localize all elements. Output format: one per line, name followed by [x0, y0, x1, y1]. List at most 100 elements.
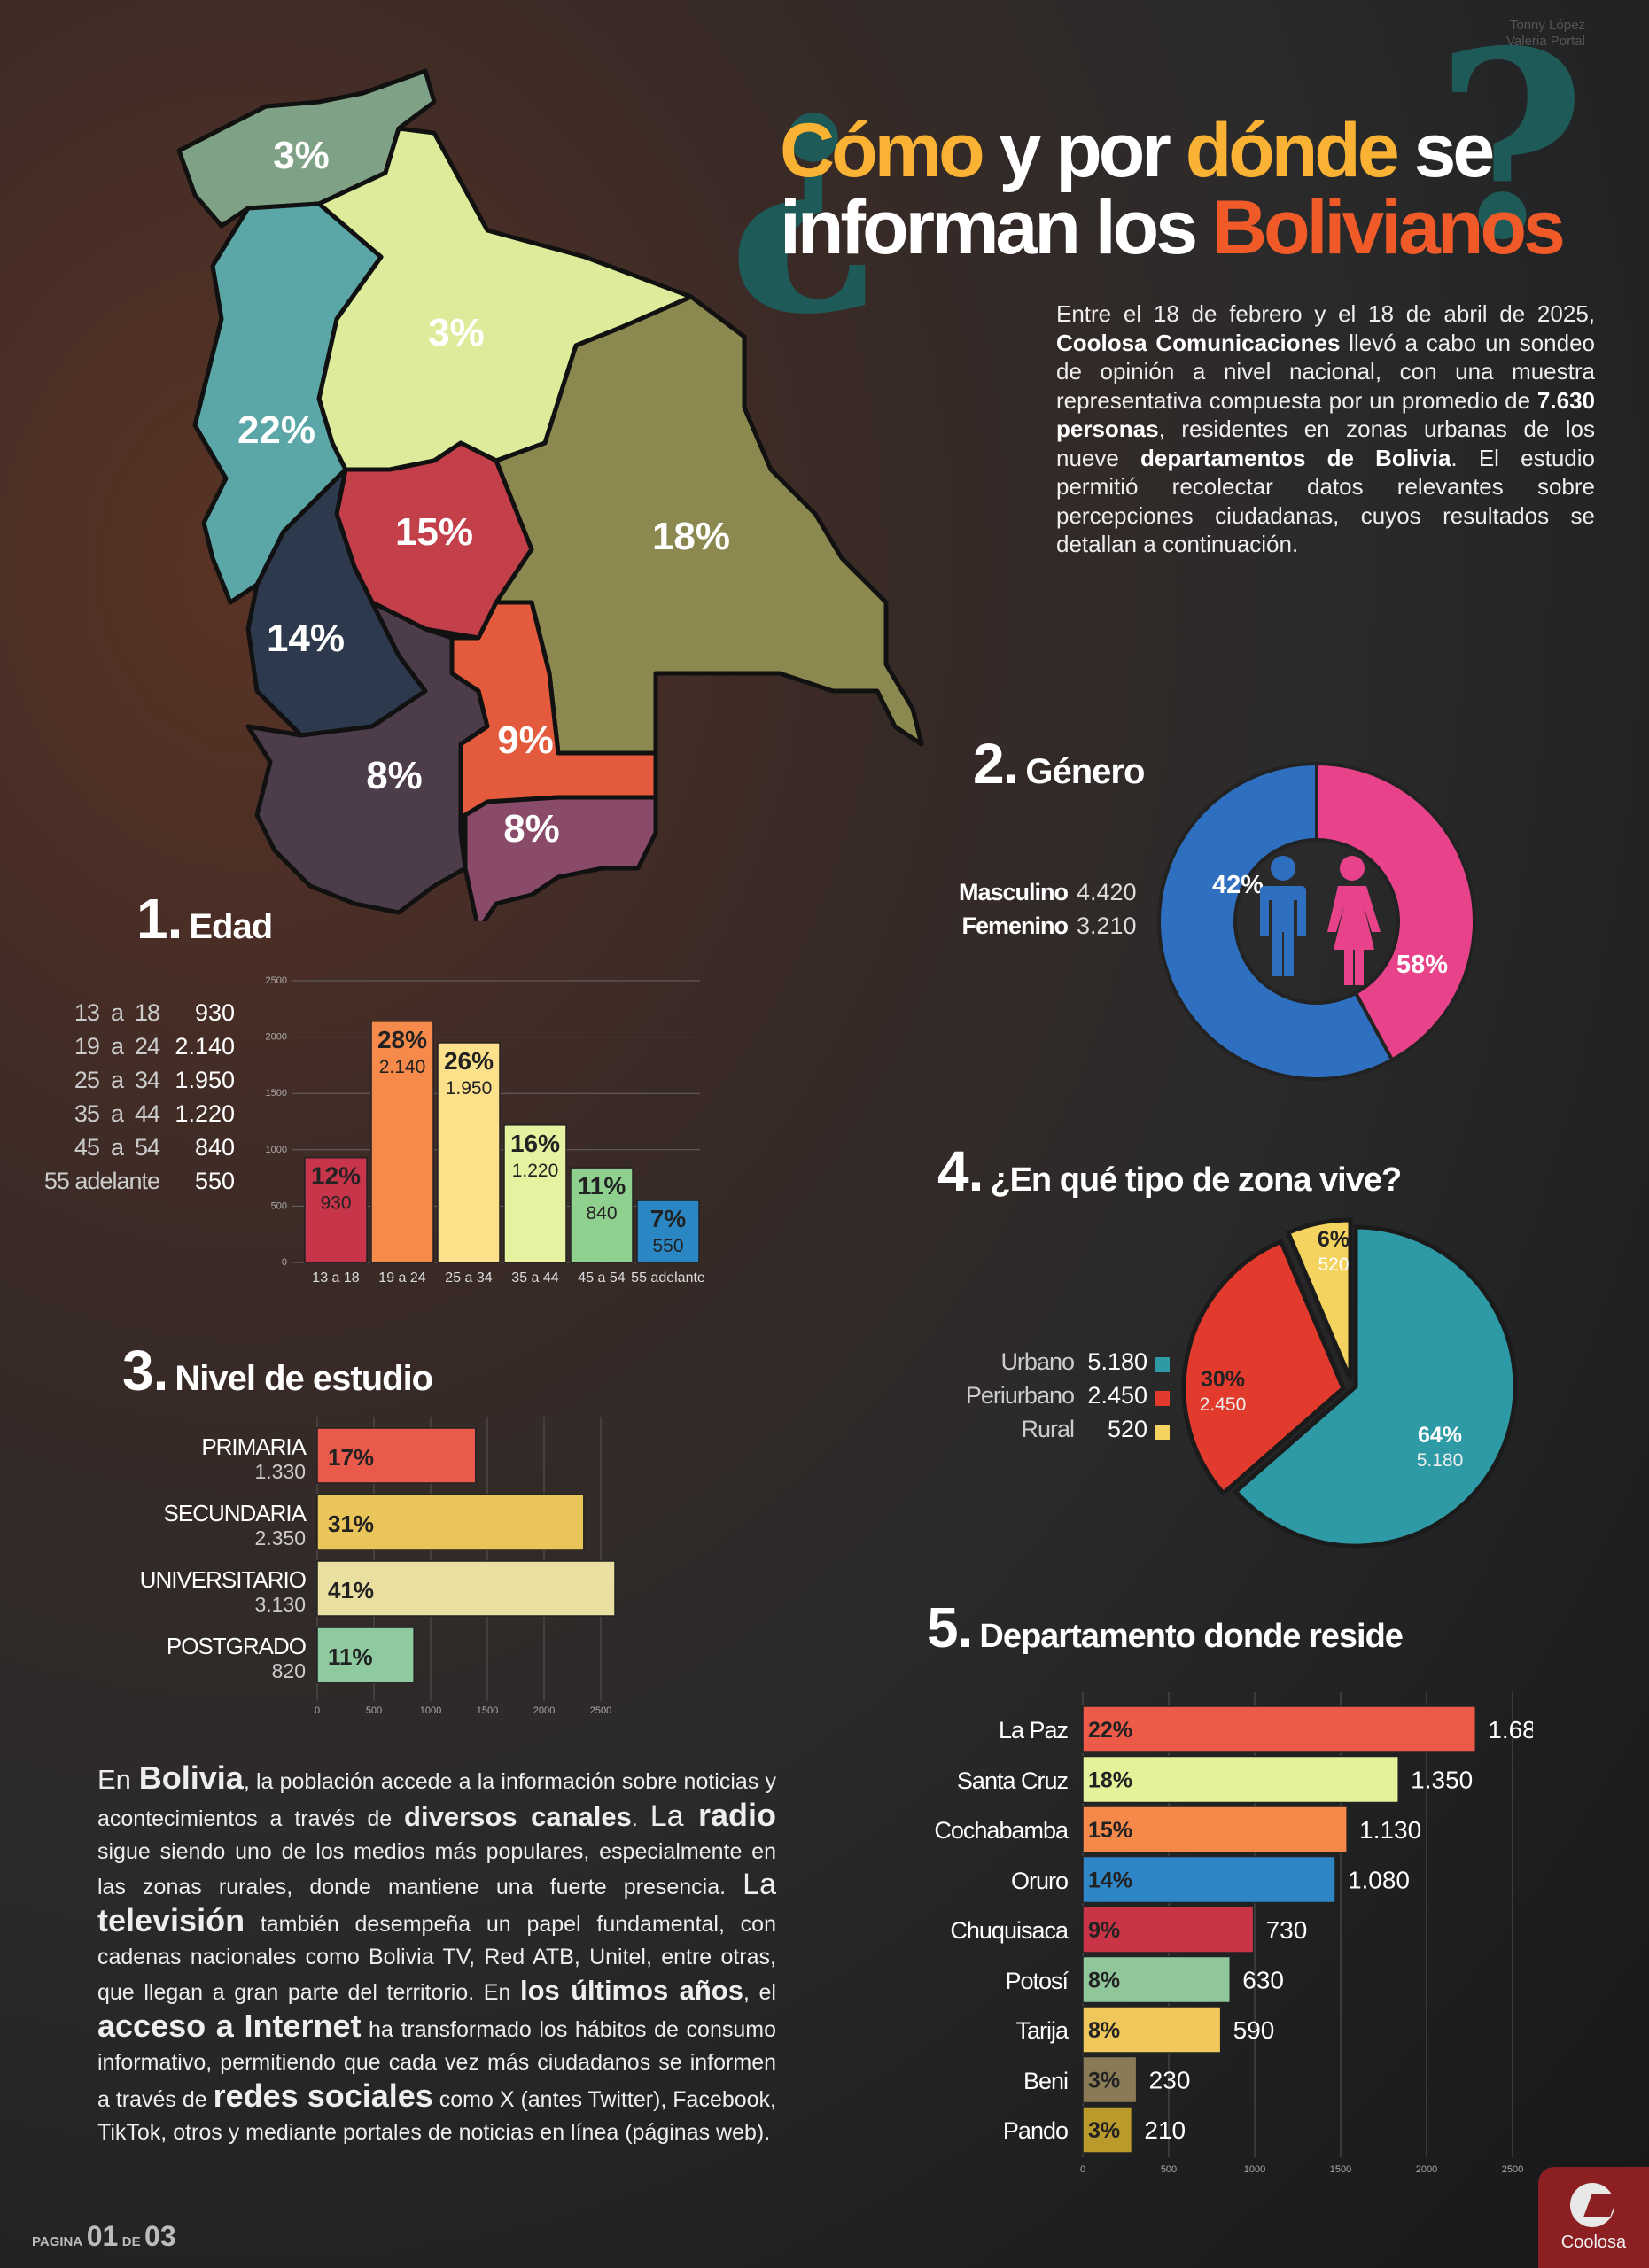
age-xtick: 19 a 24	[378, 1270, 425, 1285]
zone-legend-label: Urbano	[1000, 1348, 1075, 1375]
section-2-number: 2.	[973, 732, 1019, 796]
department-pct-label: 8%	[1088, 2018, 1120, 2043]
department-pct-label: 3%	[1088, 2069, 1120, 2093]
map-region-tarija	[463, 795, 658, 921]
department-bar	[1082, 2106, 1133, 2154]
education-category-label: POSTGRADO	[166, 1633, 307, 1659]
section-4-number: 4.	[937, 1139, 984, 1203]
department-value-label: 1.350	[1411, 1767, 1473, 1794]
department-bar	[1082, 1906, 1255, 1953]
body-bold-ultimos: los últimos años	[519, 1975, 743, 2006]
department-bar	[1082, 1806, 1348, 1853]
education-value-label: 2.350	[254, 1526, 306, 1550]
age-bar	[304, 1156, 368, 1263]
age-value-label: 550	[652, 1236, 683, 1256]
section-1-title: 1. Edad	[136, 886, 273, 951]
education-bar	[316, 1627, 415, 1683]
body-period: .	[631, 1806, 638, 1831]
department-category-label: Pando	[1002, 2117, 1069, 2144]
age-value-label: 1.220	[512, 1161, 559, 1181]
education-pct-label: 31%	[328, 1511, 374, 1537]
map-label-lapaz: 22%	[237, 408, 315, 452]
age-xtick: 13 a 18	[312, 1270, 359, 1285]
department-category-label: Potosí	[1005, 1967, 1069, 1994]
department-bar-chart: 0 500 1000 1500 2000 2500 22% 1.680 18% 1.350 15% 1…	[1080, 1692, 1533, 2175]
map-label-pando: 3%	[273, 134, 330, 177]
department-xtick: 1500	[1330, 2164, 1351, 2175]
body-bold-internet: acceso a Internet	[97, 2008, 362, 2044]
section-1-label: Edad	[189, 907, 273, 946]
map-label-cochabamba: 15%	[395, 510, 473, 554]
gender-legend-label: Femenino	[961, 913, 1069, 939]
education-category-label: SECUNDARIA	[163, 1500, 307, 1526]
department-category-label: Cochabamba	[934, 1817, 1069, 1844]
education-xtick: 500	[366, 1705, 382, 1716]
gender-donut-chart: 42% 58%	[1157, 761, 1476, 1081]
education-value-label: 1.330	[254, 1460, 306, 1483]
department-pct-label: 18%	[1088, 1768, 1132, 1793]
education-value-label: 3.130	[254, 1593, 306, 1616]
zone-legend-label: Rural	[1021, 1416, 1075, 1442]
age-table-label: 19 a 24	[74, 1033, 160, 1060]
author-credit: Tonny López Valeria Portal	[1506, 18, 1585, 50]
map-label-potosi: 8%	[366, 754, 423, 797]
body-t8: ha transformado los hábitos de consumo i…	[97, 2017, 776, 2112]
age-pct-label: 28%	[377, 1026, 427, 1053]
title-word-como: Cómo	[780, 108, 985, 193]
department-pct-label: 8%	[1088, 1969, 1120, 1993]
zone-slice-periurbano	[1181, 1238, 1347, 1497]
body-bold-redes: redes sociales	[213, 2078, 433, 2114]
education-bar-chart: 0 500 1000 1500 2000 2500 17% 31% 41% 11%	[315, 1418, 616, 1716]
age-value-label: 840	[586, 1203, 617, 1223]
section-4-label: ¿En qué tipo de zona vive?	[990, 1161, 1402, 1199]
body-t2: , la población accede a la información s…	[97, 1769, 777, 1831]
map-label-oruro: 14%	[267, 617, 345, 660]
section-1-number: 1.	[136, 887, 183, 951]
section-3-title: 3. Nivel de estudio	[122, 1338, 433, 1403]
age-table-value: 2.140	[175, 1033, 235, 1060]
title-word-donde: dónde	[1185, 108, 1400, 193]
education-bar	[316, 1560, 616, 1617]
age-bar	[503, 1124, 567, 1263]
department-value-label: 230	[1149, 2067, 1191, 2094]
age-bar	[636, 1200, 700, 1263]
age-pct-label: 16%	[510, 1130, 560, 1157]
gender-pct-masculino: 42%	[1212, 871, 1264, 899]
department-value-label: 730	[1266, 1916, 1308, 1944]
age-xtick: 45 a 54	[578, 1270, 625, 1285]
brand-name: Coolosa	[1560, 2233, 1627, 2252]
title-line-2: informan los Bolivianos	[780, 188, 1566, 268]
section-3-number: 3.	[122, 1339, 168, 1402]
department-bar	[1082, 2006, 1222, 2054]
department-bar	[1082, 2055, 1138, 2104]
education-xtick: 0	[315, 1705, 320, 1716]
author-name-2: Valeria Portal	[1506, 34, 1585, 49]
zone-legend-label: Periurbano	[965, 1382, 1075, 1409]
gender-legend-value: 3.210	[1077, 913, 1137, 939]
education-pct-label: 41%	[328, 1577, 374, 1604]
department-xtick: 2500	[1502, 2164, 1523, 2175]
education-bar	[316, 1494, 585, 1550]
department-category-label: Beni	[1023, 2067, 1069, 2094]
zone-legend-swatch	[1155, 1425, 1170, 1440]
page-current: 01	[86, 2220, 119, 2252]
map-label-tarija: 8%	[503, 807, 560, 850]
intro-text-1: Entre el 18 de febrero y el 18 de abril …	[1056, 300, 1595, 327]
education-value-label: 820	[271, 1659, 306, 1682]
body-t9: como X (antes Twitter), Facebook, TikTok…	[97, 2087, 777, 2145]
body-t1: En	[97, 1764, 139, 1795]
age-ytick: 1000	[266, 1145, 287, 1155]
body-bold-radio: radio	[697, 1797, 776, 1833]
department-category-label: Oruro	[1010, 1867, 1069, 1894]
department-pct-label: 9%	[1088, 1918, 1120, 1943]
body-paragraph: En Bolivia, la población accede a la inf…	[97, 1761, 776, 2149]
bolivia-map: 3% 3% 22% 15% 18% 14% 8% 9% 8%	[176, 68, 924, 921]
age-pct-label: 11%	[578, 1172, 626, 1200]
department-value-label: 210	[1144, 2117, 1186, 2144]
department-pct-label: 3%	[1088, 2118, 1120, 2143]
education-xtick: 1000	[420, 1705, 441, 1716]
age-table-label: 55 adelante	[43, 1168, 160, 1194]
age-value-label: 1.950	[446, 1078, 493, 1099]
age-pct-label: 12%	[311, 1162, 361, 1190]
gender-legend-value: 4.420	[1077, 879, 1137, 905]
